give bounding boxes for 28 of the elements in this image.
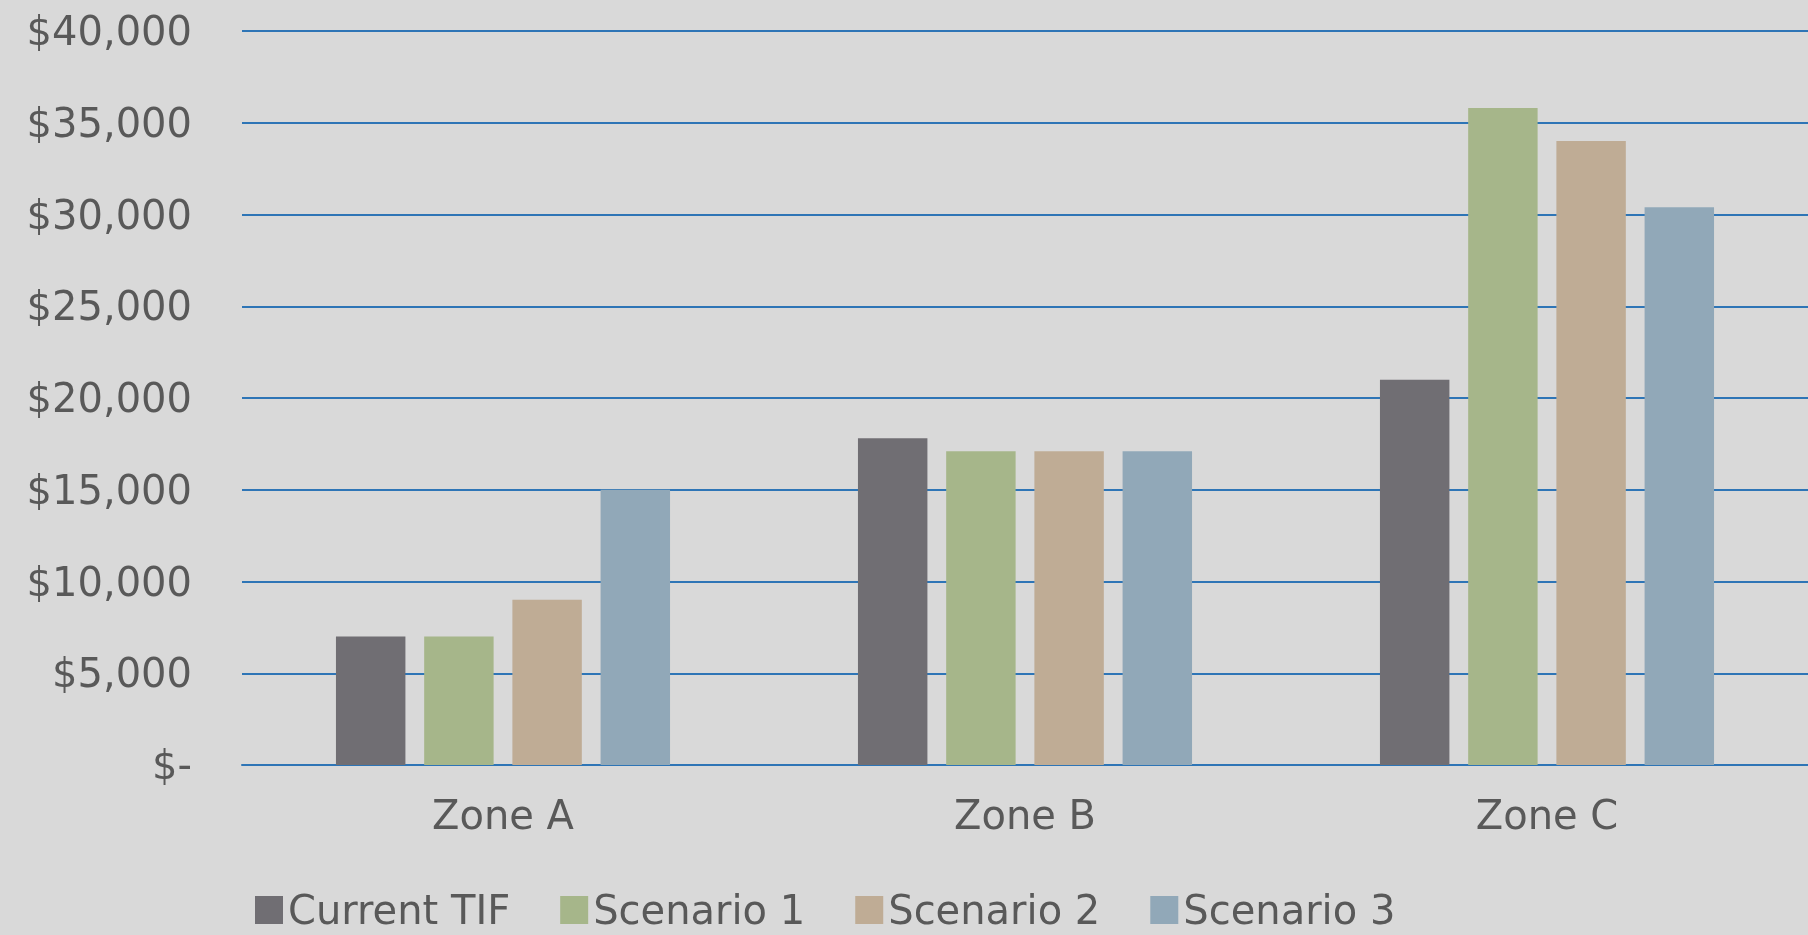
x-tick-label: Zone A [432, 792, 575, 838]
bar [600, 489, 671, 765]
bar [1034, 451, 1104, 765]
legend-label: Scenario 2 [888, 887, 1101, 933]
bar [1556, 141, 1626, 765]
bar [1468, 108, 1538, 765]
bar [946, 451, 1016, 765]
bar [1122, 451, 1193, 765]
y-tick-label: $20,000 [26, 375, 192, 421]
y-tick-label: $30,000 [26, 191, 192, 238]
bar [1644, 207, 1715, 765]
y-tick-label: $25,000 [26, 283, 192, 330]
x-tick-label: Zone C [1475, 792, 1619, 838]
bar [857, 438, 928, 765]
y-tick-label: $- [152, 742, 192, 788]
legend-label: Scenario 3 [1183, 887, 1396, 933]
y-tick-label: $10,000 [26, 558, 192, 605]
y-tick-label: $40,000 [26, 8, 192, 54]
y-tick-label: $5,000 [52, 650, 192, 697]
y-tick-label: $35,000 [26, 99, 192, 146]
bar [512, 599, 582, 765]
legend-label: Current TIF [288, 887, 511, 933]
x-tick-label: Zone B [954, 792, 1096, 838]
y-tick-label: $15,000 [26, 466, 192, 513]
bar [424, 636, 494, 765]
legend-label: Scenario 1 [593, 887, 806, 933]
bar [335, 636, 406, 765]
bar [1379, 379, 1450, 765]
